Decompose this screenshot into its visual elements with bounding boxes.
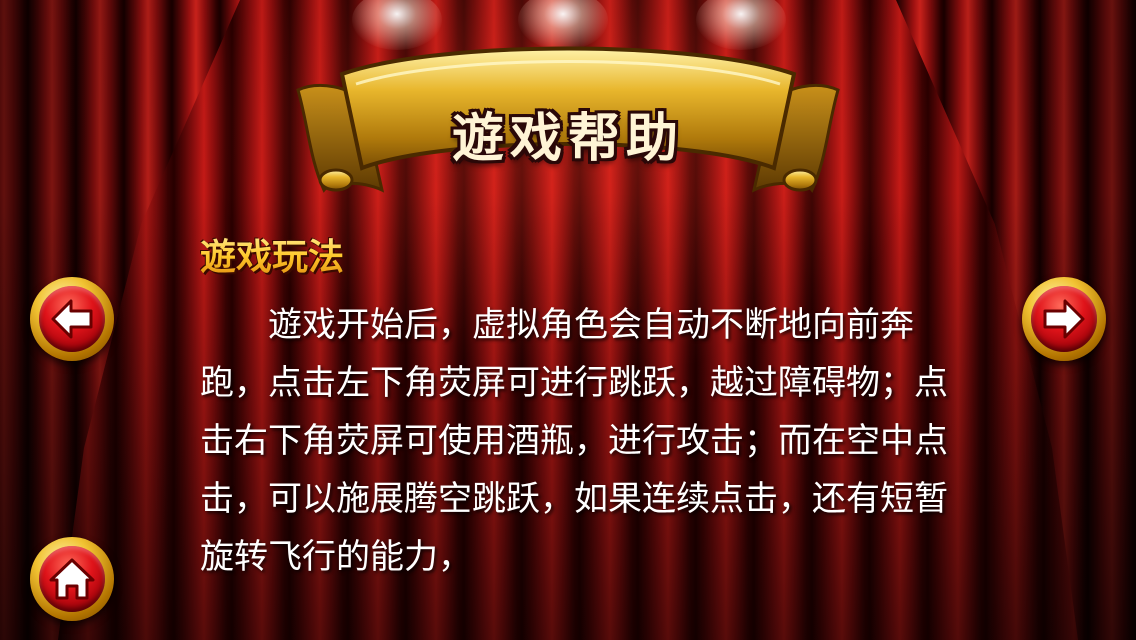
page-title: 遊戏帮助 xyxy=(451,109,684,169)
next-page-button[interactable] xyxy=(1022,277,1106,361)
arrow-right-icon xyxy=(1043,299,1085,339)
home-button[interactable] xyxy=(30,537,114,621)
spotlight-icon xyxy=(518,0,608,50)
instructions-text: 遊戏开始后，虚拟角色会自动不断地向前奔跑，点击左下角荧屏可进行跳跃，越过障碍物；… xyxy=(200,305,948,577)
section-heading: 遊戏玩法 xyxy=(200,228,344,280)
spotlight-icon xyxy=(696,0,786,50)
scroll-ribbon-icon xyxy=(296,46,840,193)
home-icon xyxy=(49,558,95,600)
arrow-left-icon xyxy=(51,299,93,339)
spotlight-icon xyxy=(352,0,442,50)
title-banner: 遊戏帮助 xyxy=(290,40,846,200)
previous-page-button[interactable] xyxy=(30,277,114,361)
